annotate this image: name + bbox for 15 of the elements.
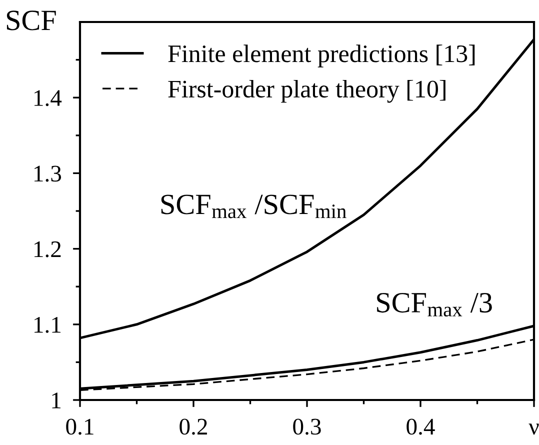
y-tick-label: 1.3 <box>34 166 62 182</box>
annotation: SCF$_{max}$ /3 <box>377 292 492 317</box>
x-tick-label: 0.3 <box>293 418 321 435</box>
y-tick-label: 1.4 <box>34 90 62 106</box>
annotation: SCF$_{max}$ /SCF$_{min}$ <box>161 194 346 218</box>
legend-label: Finite element predictions [13] <box>168 44 475 68</box>
x-tick-label: ν <box>528 424 539 435</box>
y-tick-label: 1.1 <box>34 317 61 333</box>
legend-label: First-order plate theory [10] <box>168 80 446 103</box>
x-tick-label: 0.2 <box>180 418 207 435</box>
y-tick-label: 1.2 <box>34 241 61 258</box>
x-tick-label: 0.4 <box>406 418 435 435</box>
y-tick-label: 1 <box>52 392 61 408</box>
x-tick-label: 0.1 <box>66 418 94 435</box>
y-axis-title: SCF <box>6 10 56 30</box>
